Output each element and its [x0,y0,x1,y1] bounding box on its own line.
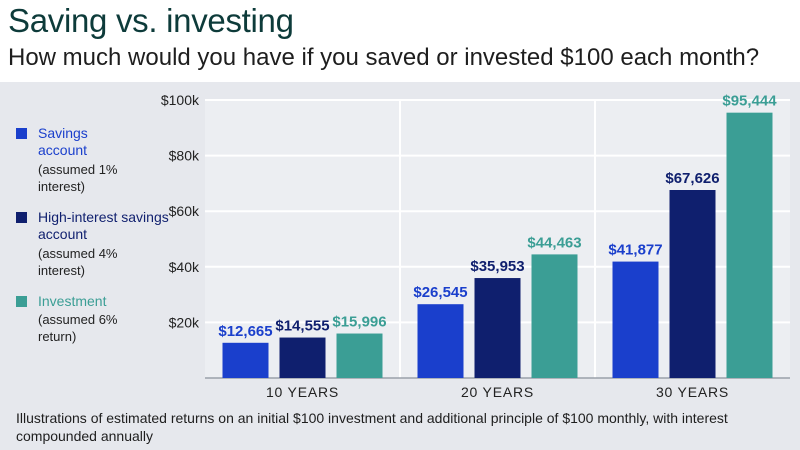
page-subtitle: How much would you have if you saved or … [8,44,760,71]
bar [669,189,716,378]
footnote: Illustrations of estimated returns on an… [16,410,728,444]
y-tick-label: $20k [169,314,200,330]
y-tick-label: $100k [161,92,200,108]
legend-swatch [16,212,27,223]
data-label: $14,555 [275,318,329,335]
legend-label: Investment [38,293,107,309]
legend-label: Savings account [38,125,88,158]
data-label: $67,626 [665,170,719,187]
bar [474,278,521,378]
bar [531,254,578,378]
y-tick-label: $60k [169,203,200,219]
data-label: $44,463 [527,234,581,251]
data-label: $35,953 [470,258,524,275]
bar [726,112,773,378]
y-tick-label: $40k [169,259,200,275]
legend-note: (assumed 4% interest) [38,246,118,278]
bar [222,342,269,378]
legend-swatch [16,296,27,307]
legend-note: (assumed 1% interest) [38,162,118,194]
x-tick-label: 10 YEARS [266,384,339,400]
data-label: $95,444 [722,93,777,110]
legend-note: (assumed 6% return) [38,312,118,344]
legend-swatch [16,128,27,139]
bar [279,337,326,378]
x-tick-label: 20 YEARS [461,384,534,400]
y-tick-label: $80k [169,148,200,164]
data-label: $12,665 [218,323,272,340]
bar [612,261,659,378]
data-label: $26,545 [413,284,467,301]
data-label: $41,877 [608,242,662,259]
legend-label: High-interest savings account [38,209,169,242]
data-label: $15,996 [332,314,386,331]
bar [417,304,464,378]
page-title: Saving vs. investing [8,2,294,39]
bar [336,333,383,378]
x-tick-label: 30 YEARS [656,384,729,400]
